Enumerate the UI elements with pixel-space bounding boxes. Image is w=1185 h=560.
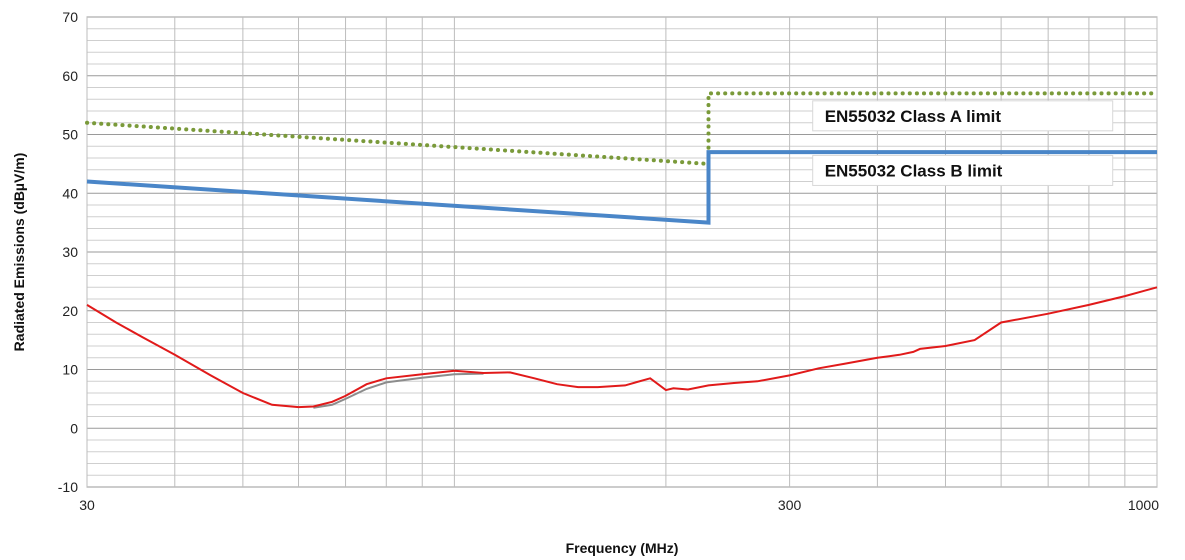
y-tick-label: 60 [62, 68, 78, 84]
annotation-label-1: EN55032 Class B limit [825, 161, 1003, 180]
annotations: EN55032 Class A limit EN55032 Class B lim… [812, 100, 1114, 186]
grid [86, 16, 1158, 488]
series-line-1 [86, 150, 1157, 225]
y-axis-title: Radiated Emissions (dBµV/m) [11, 153, 27, 352]
annotation-box-1 [812, 154, 1114, 186]
y-tick-label: 50 [62, 127, 78, 143]
y-tick-label: 0 [70, 420, 78, 436]
x-tick-label: 300 [778, 497, 802, 513]
x-tick-label: 1000 [1128, 497, 1159, 513]
y-tick-label: 30 [62, 244, 78, 260]
x-axis-title: Frequency (MHz) [566, 540, 679, 556]
series-group [85, 91, 1159, 409]
tick-labels: -10 0 10 20 30 40 50 60 70 30 300 1000 [58, 9, 1159, 513]
y-tick-label: 40 [62, 185, 78, 201]
y-tick-label: -10 [58, 479, 78, 495]
y-tick-label: 20 [62, 303, 78, 319]
series-line-2 [86, 286, 1158, 409]
annotation-label-0: EN55032 Class A limit [825, 107, 1002, 126]
annotation-box-0 [812, 100, 1114, 132]
series-line-0 [85, 91, 1159, 167]
x-tick-label: 30 [79, 497, 95, 513]
y-tick-label: 70 [62, 9, 78, 25]
series-line-3 [313, 372, 484, 409]
y-tick-label: 10 [62, 362, 78, 378]
